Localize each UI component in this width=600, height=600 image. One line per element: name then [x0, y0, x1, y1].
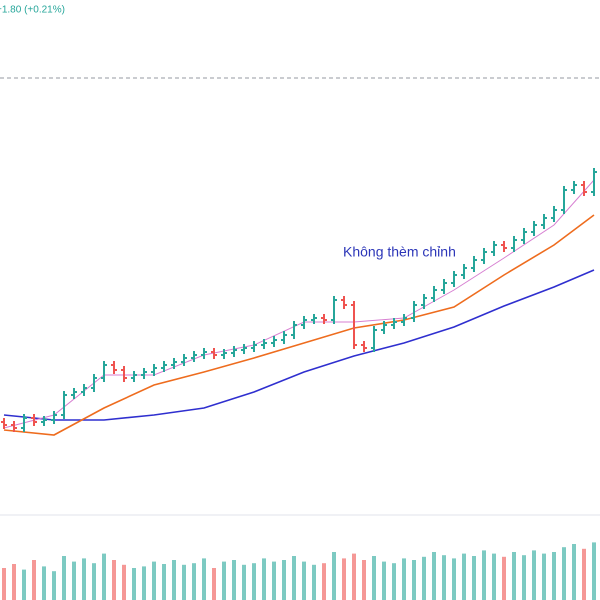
moving-average [3, 214, 595, 436]
volume-bar [522, 555, 526, 600]
volume-bar [562, 547, 566, 600]
volume-bar [572, 544, 576, 600]
volume-bar [22, 569, 26, 600]
volume-bar [132, 568, 136, 600]
volume-bar [162, 564, 166, 600]
volume-bar [512, 552, 516, 600]
volume-bar [212, 568, 216, 600]
volume-bar [222, 561, 226, 600]
volume-bar [292, 556, 296, 600]
volume-bar [272, 561, 276, 600]
volume-bar [392, 563, 396, 600]
volume-bar [482, 550, 486, 600]
volume-bar [182, 564, 186, 600]
volume-bar [2, 568, 6, 600]
volume-bar [242, 564, 246, 600]
volume-bar [552, 552, 556, 600]
volume-bar [382, 561, 386, 600]
volume-bar [332, 552, 336, 600]
volume-bar [252, 563, 256, 600]
volume-bar [112, 560, 116, 600]
volume-bar [122, 564, 126, 600]
volume-bar [262, 558, 266, 600]
volume-bar [62, 556, 66, 600]
volume-bar [72, 561, 76, 600]
volume-bar [352, 553, 356, 600]
volume-bar [282, 560, 286, 600]
volume-bar [492, 553, 496, 600]
change-header: +1.80 (+0.21%) [0, 5, 65, 16]
volume-bar [192, 563, 196, 600]
volume-bar [312, 564, 316, 600]
volume-bar [342, 558, 346, 600]
volume-bar [92, 563, 96, 600]
volume-bar [302, 561, 306, 600]
volume-bar [362, 560, 366, 600]
volume-bar [402, 558, 406, 600]
volume-bar [502, 556, 506, 600]
volume-bar [202, 558, 206, 600]
volume-bar [542, 553, 546, 600]
volume-bar [102, 553, 106, 600]
moving-average [3, 269, 595, 421]
volume-bar [152, 561, 156, 600]
volume-bar [412, 560, 416, 600]
volume-bar [32, 560, 36, 600]
volume-bar [12, 564, 16, 600]
volume-bar [322, 563, 326, 600]
volume-bar [582, 548, 586, 600]
volume-bar [592, 542, 596, 600]
volume-bar [532, 550, 536, 600]
volume-bar [462, 553, 466, 600]
volume-bar [442, 555, 446, 600]
volume-bar [472, 556, 476, 600]
volume-bar [42, 566, 46, 600]
volume-bar [142, 566, 146, 600]
volume-bar [82, 558, 86, 600]
volume-bar [432, 552, 436, 600]
volume-bar [422, 556, 426, 600]
volume-bar [452, 558, 456, 600]
volume-bar [372, 556, 376, 600]
volume-bar [172, 560, 176, 600]
volume-bar [52, 571, 56, 600]
annotation: Không thèm chỉnh [343, 244, 456, 260]
volume-bar [232, 560, 236, 600]
